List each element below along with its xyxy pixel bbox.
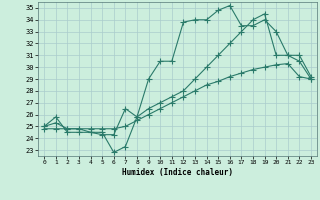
X-axis label: Humidex (Indice chaleur): Humidex (Indice chaleur) [122,168,233,177]
